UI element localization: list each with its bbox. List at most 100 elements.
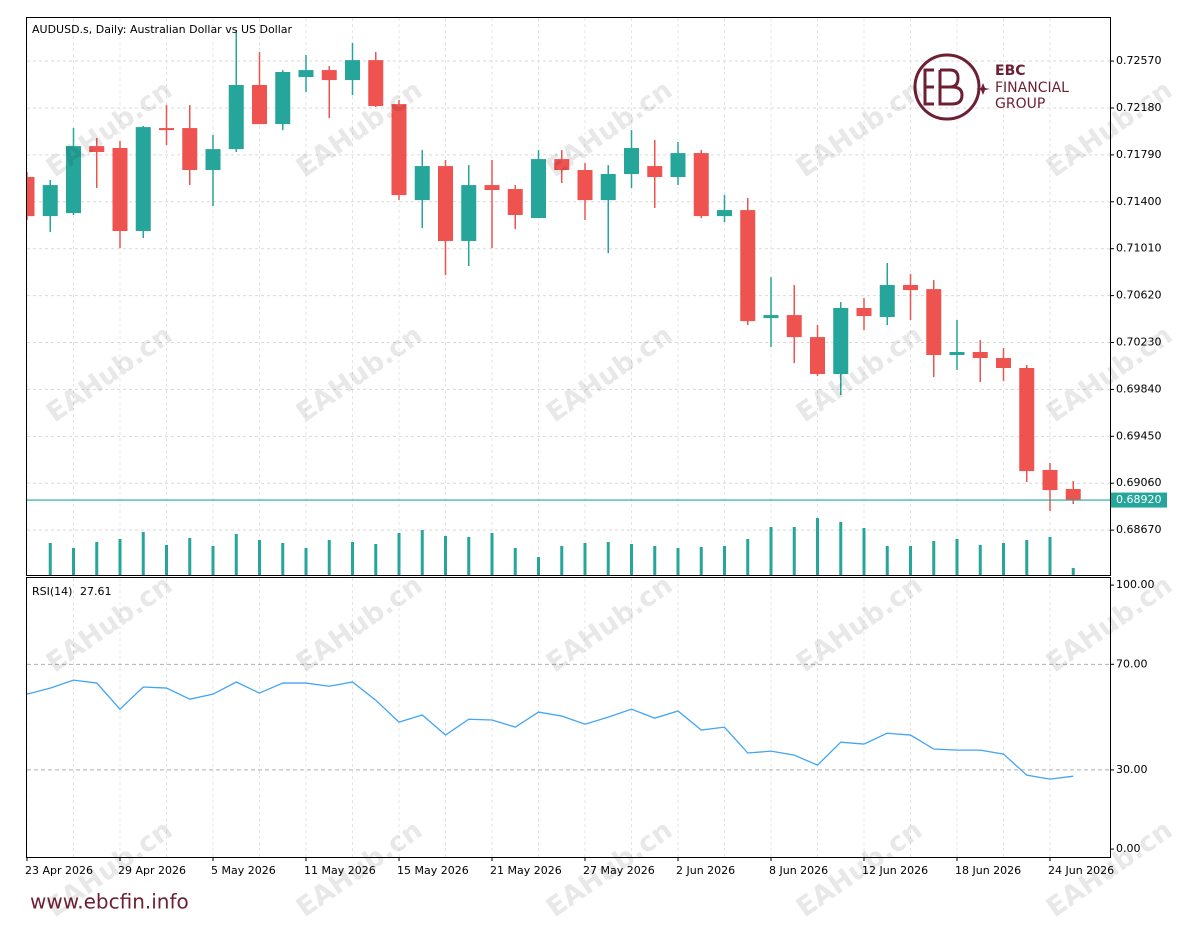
volume-bar <box>862 528 866 575</box>
volume-bar <box>1071 568 1075 575</box>
volume-bar <box>165 545 168 575</box>
y-tick-label: 0.71010 <box>1116 242 1162 255</box>
x-tick-label: 15 May 2026 <box>397 864 469 877</box>
candle-body <box>624 148 639 174</box>
volume-bar <box>397 533 401 575</box>
candle-body <box>112 148 128 232</box>
logo-text: FINANCIAL <box>995 80 1069 96</box>
logo-b <box>938 68 964 106</box>
candle-body <box>228 84 244 150</box>
logo: EBC FINANCIAL GROUP <box>913 53 1069 121</box>
volume-bar <box>769 527 773 575</box>
rsi-name: RSI(14) <box>32 585 72 598</box>
volume-bar <box>909 546 912 575</box>
x-tick-label: 23 Apr 2026 <box>25 864 93 877</box>
volume-bar <box>513 548 517 575</box>
last-price-box <box>1111 492 1167 508</box>
candle-body <box>159 128 174 131</box>
volume-bar <box>327 540 331 575</box>
volume-bar <box>188 538 192 575</box>
candle-body <box>89 146 105 152</box>
candle-body <box>275 72 291 125</box>
volume-bar <box>653 546 657 575</box>
price-frame <box>26 17 1111 576</box>
volume-bar <box>676 548 680 575</box>
x-tick-label: 8 Jun 2026 <box>769 864 828 877</box>
footer-url: www.ebcfin.info <box>30 890 189 914</box>
volume-bar <box>211 546 215 575</box>
y-tick-label: 0.00 <box>1116 842 1141 855</box>
candle-body <box>1019 368 1035 472</box>
x-tick-label: 24 Jun 2026 <box>1048 864 1114 877</box>
x-tick-label: 21 May 2026 <box>490 864 562 877</box>
logo-text: GROUP <box>995 96 1045 112</box>
y-tick-label: 100.00 <box>1116 578 1155 591</box>
candle-body <box>205 149 221 171</box>
candle-body <box>252 84 267 125</box>
rsi-last-value: 27.61 <box>80 585 112 598</box>
candle-body <box>833 307 849 375</box>
volume-bar <box>792 527 796 575</box>
volume-bar <box>1002 543 1005 575</box>
candle-body <box>856 307 872 317</box>
candle-body <box>321 70 337 81</box>
candle-body <box>1042 469 1058 491</box>
candle-body <box>926 289 942 356</box>
chart-title: AUDUSD.s, Daily: Australian Dollar vs US… <box>32 23 293 36</box>
volume-bar <box>304 548 308 575</box>
x-tick-label: 27 May 2026 <box>583 864 655 877</box>
volume-bar <box>537 557 540 575</box>
volume-bar <box>374 544 378 575</box>
x-tick-label: 2 Jun 2026 <box>676 864 735 877</box>
candle-body <box>42 185 58 217</box>
x-tick-label: 29 Apr 2026 <box>118 864 186 877</box>
rsi-panel <box>27 663 1110 780</box>
volume-bar <box>583 543 587 575</box>
candle-body <box>693 153 709 217</box>
axes: 0.68670 0.69060 0.69450 0.69840 0.70230 0.706… <box>25 54 1167 877</box>
volume-bar <box>978 545 982 575</box>
y-tick-label: 0.72570 <box>1116 54 1162 67</box>
volume-bar <box>1025 540 1029 575</box>
logo-star <box>976 83 990 95</box>
candle-body <box>996 358 1011 369</box>
candle-body <box>600 173 616 201</box>
volume-bar <box>630 544 633 575</box>
x-tick-label: 5 May 2026 <box>211 864 276 877</box>
candle-body <box>345 60 360 81</box>
candle-body <box>670 153 686 178</box>
volume-bar <box>444 536 447 575</box>
candle-body <box>810 337 825 375</box>
candle-body <box>484 185 500 190</box>
candle-body <box>879 285 895 318</box>
volume-bar <box>606 542 610 575</box>
x-tick-label: 11 May 2026 <box>304 864 376 877</box>
volume-bar <box>258 540 261 575</box>
candle-body <box>66 146 81 214</box>
volume-bar <box>885 546 889 575</box>
candle-body <box>298 70 314 78</box>
x-tick-label: 18 Jun 2026 <box>955 864 1021 877</box>
candle-body <box>740 210 756 322</box>
candle-body <box>391 104 407 196</box>
y-tick-label: 0.69840 <box>1116 382 1162 395</box>
volume-bar <box>699 547 703 575</box>
candle-body <box>903 285 918 291</box>
volume-bar <box>234 534 238 575</box>
candle-body <box>368 60 384 107</box>
price-panel <box>27 30 1110 575</box>
candle-body <box>414 166 430 201</box>
volume-bar <box>560 546 564 575</box>
volume-bar <box>72 548 75 575</box>
candle-body <box>182 128 198 171</box>
volume-bar <box>351 542 354 575</box>
volume-bar <box>723 546 726 575</box>
y-tick-label: 0.71400 <box>1116 195 1162 208</box>
rsi-label: RSI(14) 27.61 <box>32 585 111 598</box>
y-tick-label: 30.00 <box>1116 763 1148 776</box>
volume-bar <box>955 539 959 575</box>
candle-body <box>27 177 35 217</box>
volume-bar <box>1048 537 1052 575</box>
logo-text: EBC <box>995 63 1026 79</box>
